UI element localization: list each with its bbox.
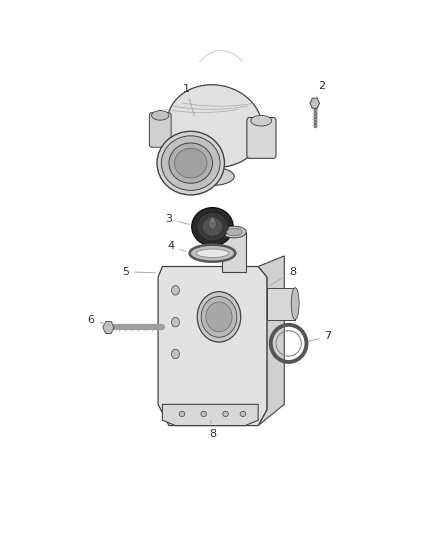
Ellipse shape (251, 115, 272, 126)
Text: 7: 7 (309, 332, 332, 342)
Polygon shape (222, 232, 246, 272)
Text: 3: 3 (166, 214, 189, 224)
Circle shape (172, 317, 180, 327)
Text: 1: 1 (183, 84, 194, 115)
Circle shape (172, 349, 180, 359)
Ellipse shape (196, 249, 229, 257)
Ellipse shape (223, 411, 228, 417)
Polygon shape (162, 405, 258, 425)
Text: 6: 6 (87, 314, 110, 325)
Ellipse shape (201, 296, 237, 337)
Polygon shape (258, 256, 284, 425)
Ellipse shape (161, 136, 220, 190)
Polygon shape (158, 266, 267, 425)
Polygon shape (267, 288, 295, 319)
Ellipse shape (169, 143, 212, 183)
Ellipse shape (197, 292, 241, 342)
Ellipse shape (226, 228, 242, 236)
Ellipse shape (179, 411, 185, 417)
Ellipse shape (190, 245, 235, 262)
Ellipse shape (174, 148, 207, 178)
Text: 5: 5 (122, 267, 155, 277)
Ellipse shape (208, 219, 216, 229)
Ellipse shape (201, 411, 207, 417)
Ellipse shape (291, 288, 299, 319)
Text: 8: 8 (270, 267, 297, 285)
FancyBboxPatch shape (149, 113, 171, 147)
Ellipse shape (157, 131, 224, 195)
FancyBboxPatch shape (247, 117, 276, 158)
Ellipse shape (152, 111, 169, 120)
Ellipse shape (222, 226, 246, 238)
Ellipse shape (240, 411, 246, 417)
Text: 4: 4 (168, 241, 186, 252)
Text: 8: 8 (209, 421, 216, 439)
Text: 2: 2 (315, 81, 325, 101)
Ellipse shape (206, 302, 232, 332)
Ellipse shape (167, 85, 262, 167)
Ellipse shape (186, 167, 234, 185)
Ellipse shape (192, 208, 233, 246)
Ellipse shape (202, 217, 223, 236)
Ellipse shape (197, 213, 228, 241)
Circle shape (172, 286, 180, 295)
